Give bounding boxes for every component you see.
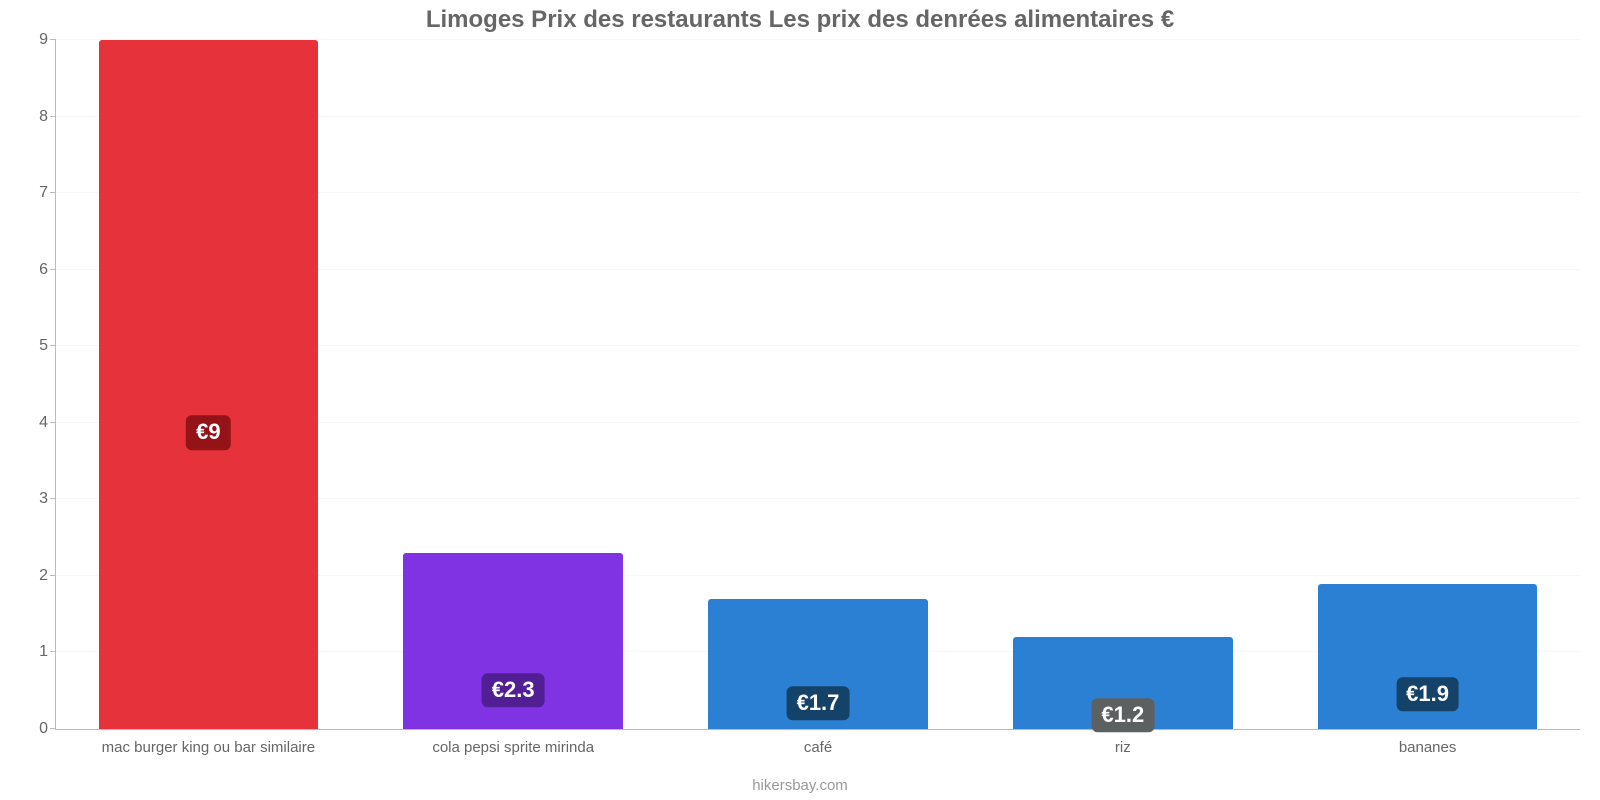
value-badge: €2.3 [482, 673, 545, 707]
ytick-mark [50, 269, 56, 270]
ytick-label: 5 [26, 337, 48, 355]
value-badge: €9 [186, 416, 230, 450]
ytick-mark [50, 498, 56, 499]
ytick-label: 1 [26, 643, 48, 661]
chart-title: Limoges Prix des restaurants Les prix de… [0, 0, 1600, 38]
ytick-label: 7 [26, 184, 48, 202]
ytick-mark [50, 345, 56, 346]
bar [99, 40, 318, 729]
ytick-mark [50, 422, 56, 423]
ytick-mark [50, 192, 56, 193]
ytick-label: 4 [26, 414, 48, 432]
attribution-label: hikersbay.com [0, 777, 1600, 794]
ytick-mark [50, 575, 56, 576]
x-axis-label: café [804, 739, 832, 756]
ytick-label: 6 [26, 261, 48, 279]
value-badge: €1.2 [1091, 698, 1154, 732]
ytick-mark [50, 728, 56, 729]
chart-container: Limoges Prix des restaurants Les prix de… [0, 0, 1600, 800]
x-axis-label: cola pepsi sprite mirinda [432, 739, 594, 756]
ytick-label: 2 [26, 567, 48, 585]
ytick-label: 0 [26, 720, 48, 738]
ytick-mark [50, 39, 56, 40]
ytick-label: 3 [26, 490, 48, 508]
value-badge: €1.7 [787, 686, 850, 720]
x-axis-label: mac burger king ou bar similaire [102, 739, 315, 756]
ytick-label: 8 [26, 108, 48, 126]
ytick-mark [50, 651, 56, 652]
value-badge: €1.9 [1396, 677, 1459, 711]
ytick-mark [50, 116, 56, 117]
plot-area: 0123456789€9mac burger king ou bar simil… [55, 40, 1580, 730]
x-axis-label: bananes [1399, 739, 1457, 756]
ytick-label: 9 [26, 31, 48, 49]
x-axis-label: riz [1115, 739, 1131, 756]
